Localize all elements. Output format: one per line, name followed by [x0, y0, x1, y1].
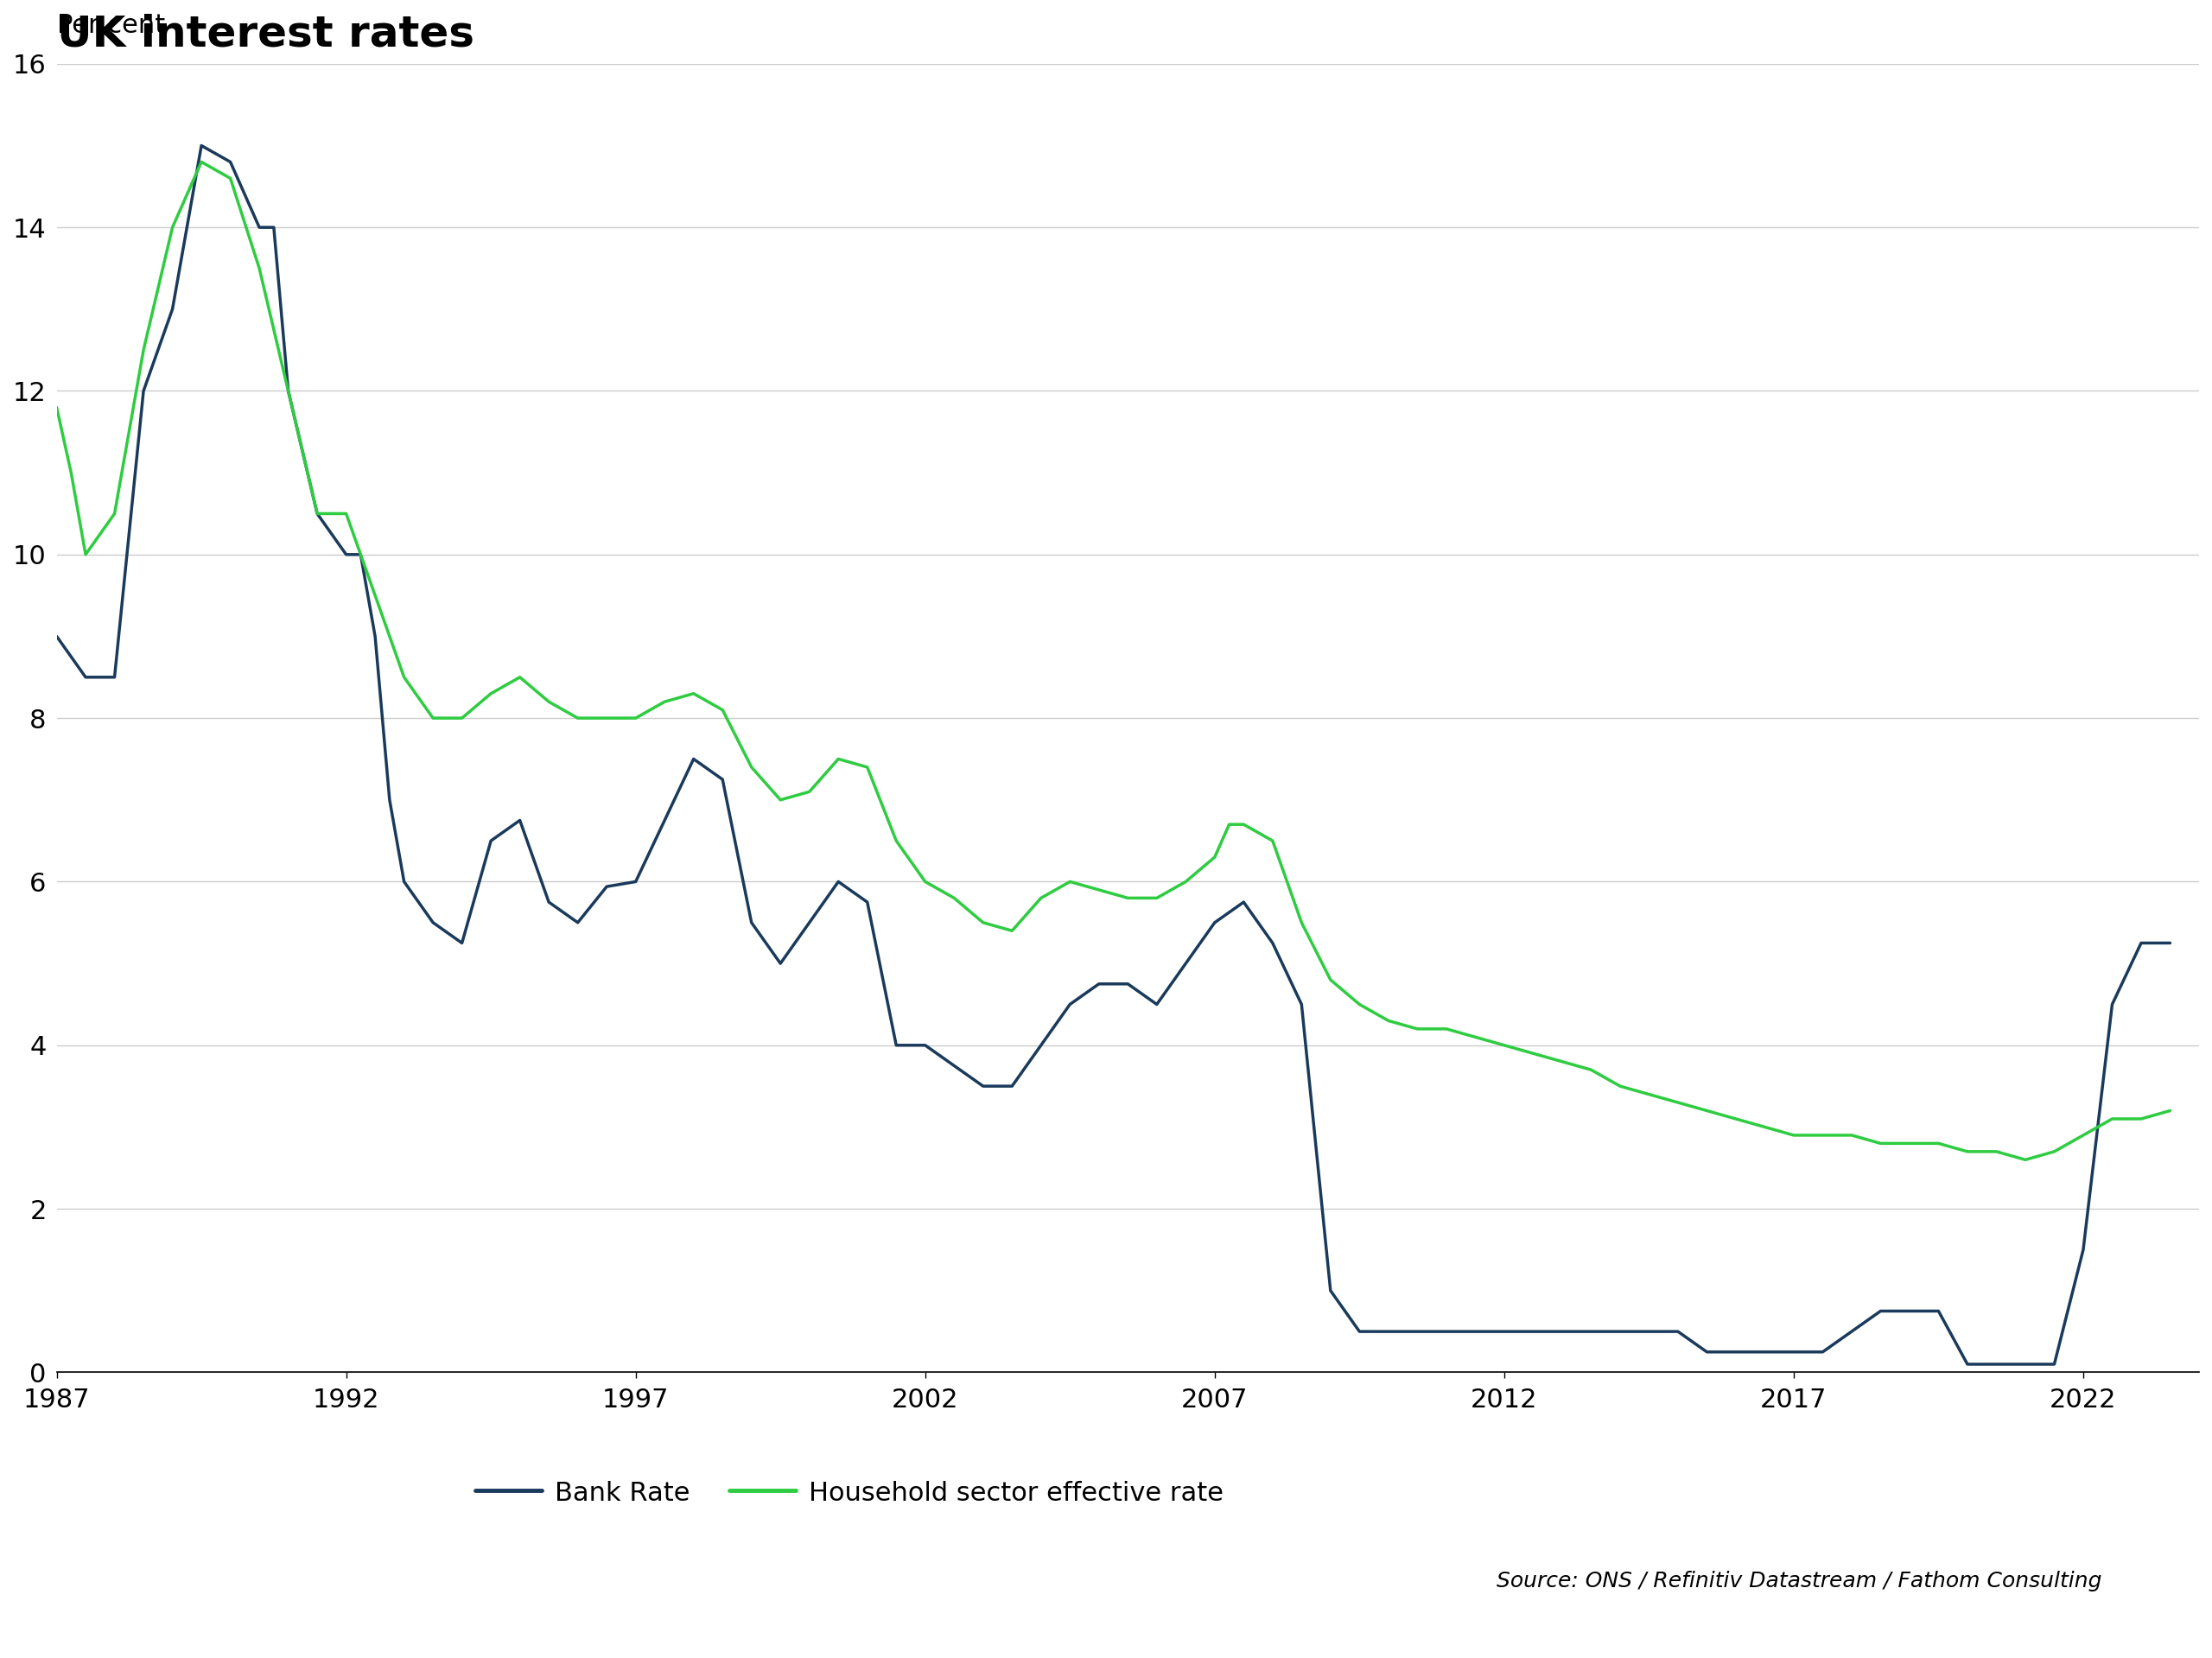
Household sector effective rate	[1405, 1020, 1431, 1040]
Bank Rate	[739, 912, 765, 932]
Text: UK interest rates: UK interest rates	[58, 13, 473, 55]
Bank Rate	[420, 912, 447, 932]
Household sector effective rate	[796, 783, 823, 802]
Bank Rate	[1201, 912, 1228, 932]
Line: Household sector effective rate: Household sector effective rate	[58, 162, 2170, 1159]
Household sector effective rate	[188, 153, 215, 172]
Bank Rate	[1953, 1355, 1980, 1374]
Bank Rate	[188, 136, 215, 156]
Bank Rate	[710, 769, 737, 789]
Household sector effective rate	[2013, 1149, 2039, 1169]
Bank Rate	[44, 627, 71, 647]
Household sector effective rate	[1172, 872, 1199, 892]
Text: Per cent: Per cent	[58, 13, 166, 38]
Legend: Bank Rate, Household sector effective rate: Bank Rate, Household sector effective ra…	[465, 1469, 1234, 1515]
Household sector effective rate	[44, 398, 71, 418]
Household sector effective rate	[246, 259, 272, 279]
Household sector effective rate	[1462, 1026, 1489, 1046]
Bank Rate	[940, 1056, 967, 1076]
Bank Rate	[2157, 933, 2183, 953]
Line: Bank Rate: Bank Rate	[58, 146, 2170, 1365]
Bank Rate	[883, 1035, 909, 1054]
Household sector effective rate	[2157, 1101, 2183, 1121]
Household sector effective rate	[1752, 1117, 1778, 1137]
Text: Source: ONS / Refinitiv Datastream / Fathom Consulting: Source: ONS / Refinitiv Datastream / Fat…	[1495, 1570, 2101, 1592]
